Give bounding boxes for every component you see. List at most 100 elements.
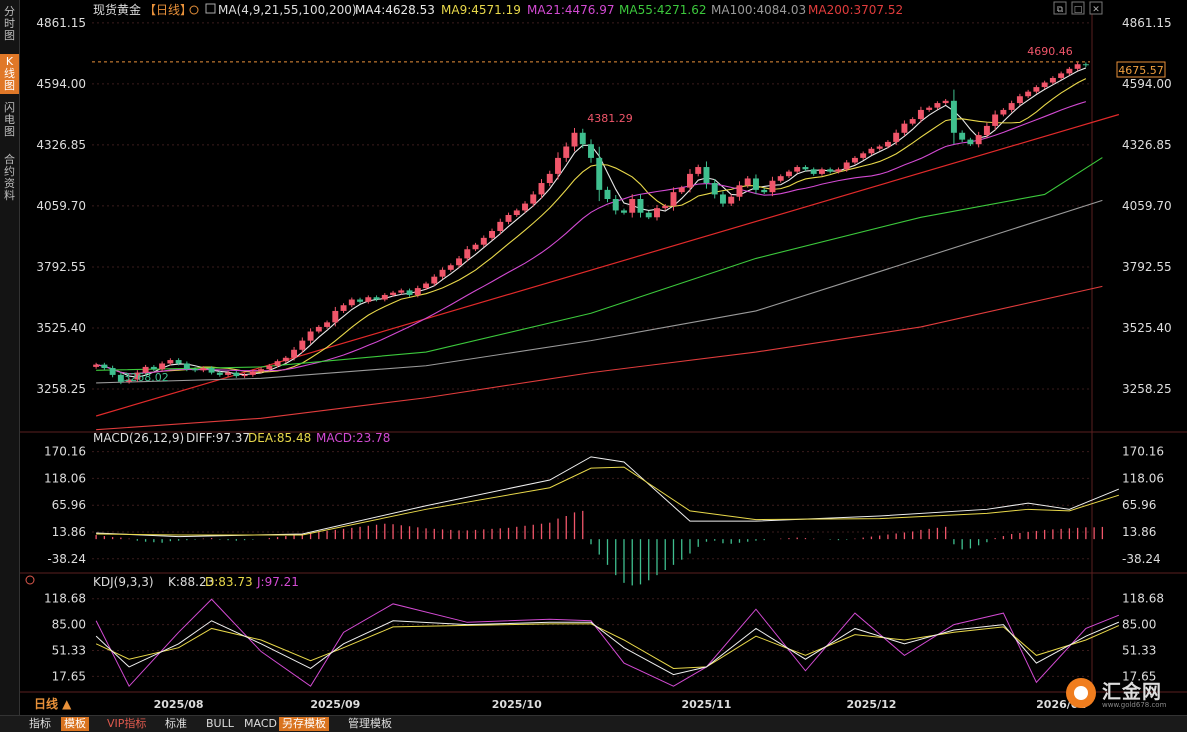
macd-tick-left: 65.96: [52, 498, 86, 512]
candle-body: [291, 349, 298, 358]
bottom-tab-4[interactable]: BULL: [206, 717, 234, 730]
left-tab-0[interactable]: 分 时 图: [4, 5, 15, 42]
candle-body: [637, 199, 644, 213]
bottom-toolbar: 指标 模板 VIP指标 标准 BULL MACD 另存模板 管理模板: [0, 715, 1187, 732]
candle-body: [447, 265, 454, 270]
gold678-logo: 汇金网 www.gold678.com: [1066, 676, 1176, 712]
candle-body: [456, 258, 463, 266]
left-tab-bar: 分 时 图 K 线 图闪 电 图合 约 资 料: [0, 0, 20, 715]
candle-body: [1058, 73, 1065, 78]
candle-body: [752, 178, 759, 190]
maximize-icon-glyph: □: [1074, 5, 1083, 15]
y-tick-label-right: 4861.15: [1122, 16, 1172, 30]
candle-body: [159, 363, 166, 370]
restore-icon-glyph: ⧉: [1057, 5, 1064, 15]
bottom-tab-2[interactable]: VIP指标: [107, 717, 147, 730]
current-price-box: [1116, 61, 1166, 78]
candle-body: [719, 194, 726, 204]
candle-body: [406, 290, 413, 295]
candle-body: [530, 194, 537, 204]
settings-icon[interactable]: [205, 3, 216, 14]
kdj-j-value: J:97.21: [256, 575, 299, 589]
candle-body: [274, 361, 281, 366]
candle-body: [736, 185, 743, 197]
logo-mark-icon: [1066, 678, 1096, 708]
candle-body: [1049, 77, 1056, 83]
kdj-marker-icon[interactable]: [25, 575, 35, 585]
candle-body: [315, 326, 322, 332]
macd-tick-right: 118.06: [1122, 471, 1164, 485]
close-icon[interactable]: [1089, 1, 1103, 15]
candle-body: [167, 360, 174, 364]
candle-body: [464, 249, 471, 259]
candle-body: [1025, 91, 1032, 97]
candle-body: [439, 269, 446, 277]
macd-tick-right: -38.24: [1122, 552, 1161, 566]
bottom-tab-3[interactable]: 标准: [165, 717, 187, 730]
candle-body: [777, 176, 784, 181]
logo-url: www.gold678.com: [1102, 701, 1167, 709]
ma-line-ma100: [96, 199, 1103, 384]
y-tick-label-right: 3258.25: [1122, 382, 1172, 396]
candle-body: [357, 299, 364, 302]
macd-name: MACD(26,12,9): [93, 431, 184, 445]
period-selector[interactable]: 日线 ▲: [34, 696, 72, 711]
left-tab-3[interactable]: 合 约 资 料: [4, 153, 15, 202]
candle-body: [703, 167, 710, 184]
candle-body: [398, 290, 405, 293]
x-tick-label: 2025/11: [681, 698, 731, 711]
close-icon-glyph: ✕: [1092, 5, 1100, 15]
candle-body: [266, 365, 273, 370]
candle-body: [1041, 82, 1048, 88]
bottom-tab-7[interactable]: 管理模板: [348, 717, 392, 730]
candle-body: [876, 146, 883, 149]
candle-body: [134, 372, 141, 380]
ma-value-4: MA100:4084.03: [711, 3, 806, 17]
left-tab-2[interactable]: 闪 电 图: [4, 101, 15, 138]
candle-body: [546, 173, 553, 184]
bottom-tab-5[interactable]: MACD: [244, 717, 277, 730]
bottom-tab-1[interactable]: 模板: [61, 717, 89, 731]
candle-body: [1008, 103, 1015, 110]
candle-body: [827, 169, 834, 172]
candle-body: [621, 210, 627, 213]
candle-body: [604, 189, 611, 200]
candle-body: [332, 310, 339, 323]
candle-body: [258, 369, 265, 372]
candle-body: [711, 183, 718, 195]
candle-body: [967, 139, 974, 145]
candle-body: [101, 364, 108, 369]
candle-body: [142, 366, 149, 373]
bottom-tab-0[interactable]: 指标: [29, 717, 51, 730]
ma-value-1: MA9:4571.19: [441, 3, 521, 17]
candle-body: [563, 146, 570, 158]
candle-body: [678, 187, 685, 193]
candle-body: [959, 132, 966, 140]
bottom-tab-6[interactable]: 另存模板: [279, 717, 329, 731]
candle-body: [93, 364, 100, 367]
candle-body: [835, 169, 842, 172]
x-tick-label: 2025/09: [310, 698, 360, 711]
candle-body: [744, 178, 751, 186]
candle-body: [571, 132, 578, 147]
maximize-icon[interactable]: [1071, 1, 1085, 15]
candle-body: [794, 167, 801, 172]
x-tick-label: 2025/12: [846, 698, 896, 711]
restore-icon[interactable]: [1053, 1, 1067, 15]
kdj-tick-right: 85.00: [1122, 618, 1156, 632]
add-icon[interactable]: [189, 5, 199, 15]
candle-body: [175, 360, 182, 364]
candle-body: [282, 357, 289, 362]
candle-body: [126, 379, 133, 382]
candle-body: [1033, 87, 1040, 92]
instrument-title: 现货黄金: [93, 2, 141, 17]
ma-value-2: MA21:4476.97: [527, 3, 615, 17]
y-tick-label-right: 4594.00: [1122, 77, 1172, 91]
left-tab-1[interactable]: K 线 图: [0, 54, 19, 94]
candle-body: [216, 372, 223, 375]
y-tick-label-left: 4059.70: [36, 199, 86, 213]
candle-body: [670, 192, 677, 206]
candle-body: [1082, 64, 1089, 66]
candle-body: [472, 244, 479, 250]
candle-body: [497, 221, 504, 231]
